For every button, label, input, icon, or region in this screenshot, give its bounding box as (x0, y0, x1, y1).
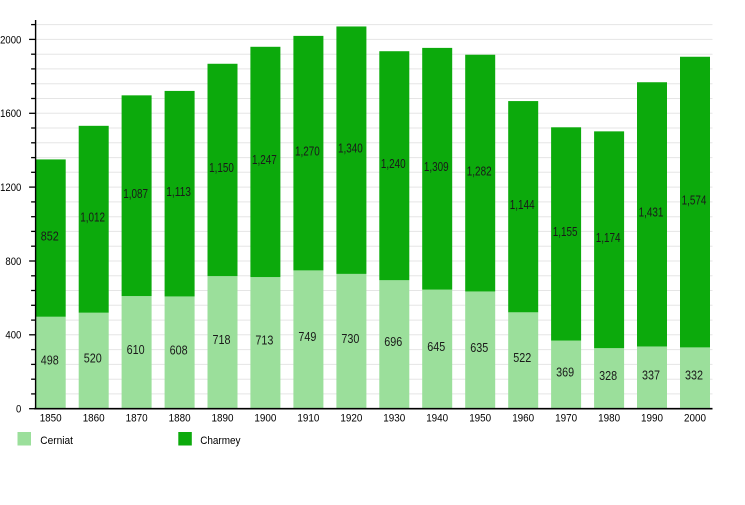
svg-text:332: 332 (685, 368, 703, 383)
svg-text:Charmey: Charmey (200, 435, 241, 447)
svg-text:1920: 1920 (340, 413, 362, 425)
svg-text:610: 610 (127, 342, 145, 357)
svg-text:608: 608 (170, 342, 188, 357)
svg-text:800: 800 (5, 256, 21, 268)
svg-text:1,431: 1,431 (639, 205, 664, 220)
svg-text:1850: 1850 (40, 413, 62, 425)
svg-text:635: 635 (470, 340, 488, 355)
svg-text:1600: 1600 (0, 108, 21, 120)
svg-text:328: 328 (599, 368, 617, 383)
svg-text:718: 718 (213, 332, 231, 347)
svg-text:1,087: 1,087 (123, 186, 148, 201)
svg-text:730: 730 (341, 331, 359, 346)
svg-text:1,240: 1,240 (381, 156, 406, 171)
svg-text:852: 852 (41, 228, 59, 243)
svg-text:1900: 1900 (254, 413, 276, 425)
svg-text:1,574: 1,574 (682, 192, 707, 207)
svg-text:1,309: 1,309 (424, 159, 449, 174)
svg-text:1960: 1960 (512, 413, 534, 425)
svg-text:369: 369 (556, 364, 574, 379)
svg-text:1950: 1950 (469, 413, 491, 425)
svg-text:1,113: 1,113 (166, 184, 191, 199)
svg-text:1940: 1940 (426, 413, 448, 425)
svg-text:1,155: 1,155 (553, 224, 578, 239)
svg-text:1,340: 1,340 (338, 140, 363, 155)
svg-text:337: 337 (642, 367, 660, 382)
svg-text:1890: 1890 (212, 413, 234, 425)
svg-text:1980: 1980 (598, 413, 620, 425)
svg-text:696: 696 (384, 334, 402, 349)
svg-text:498: 498 (41, 352, 59, 367)
svg-text:1,150: 1,150 (209, 160, 234, 175)
svg-text:1930: 1930 (383, 413, 405, 425)
svg-text:1990: 1990 (641, 413, 663, 425)
svg-text:1,174: 1,174 (596, 230, 621, 245)
svg-text:400: 400 (5, 330, 21, 342)
svg-text:2000: 2000 (0, 34, 21, 46)
svg-text:1860: 1860 (83, 413, 105, 425)
svg-text:1,247: 1,247 (252, 152, 277, 167)
svg-text:1880: 1880 (169, 413, 191, 425)
svg-text:522: 522 (513, 350, 531, 365)
svg-text:1970: 1970 (555, 413, 577, 425)
svg-text:749: 749 (298, 329, 316, 344)
svg-text:713: 713 (255, 333, 273, 348)
svg-text:645: 645 (427, 339, 445, 354)
svg-text:0: 0 (16, 404, 21, 416)
svg-text:520: 520 (84, 350, 102, 365)
svg-text:1910: 1910 (297, 413, 319, 425)
svg-text:1200: 1200 (0, 182, 21, 194)
svg-text:1,270: 1,270 (295, 143, 320, 158)
svg-text:1,012: 1,012 (80, 209, 105, 224)
svg-text:1,282: 1,282 (467, 163, 492, 178)
svg-text:Cerniat: Cerniat (40, 435, 73, 447)
svg-text:2000: 2000 (684, 413, 706, 425)
svg-text:1,144: 1,144 (510, 197, 535, 212)
svg-text:1870: 1870 (126, 413, 148, 425)
